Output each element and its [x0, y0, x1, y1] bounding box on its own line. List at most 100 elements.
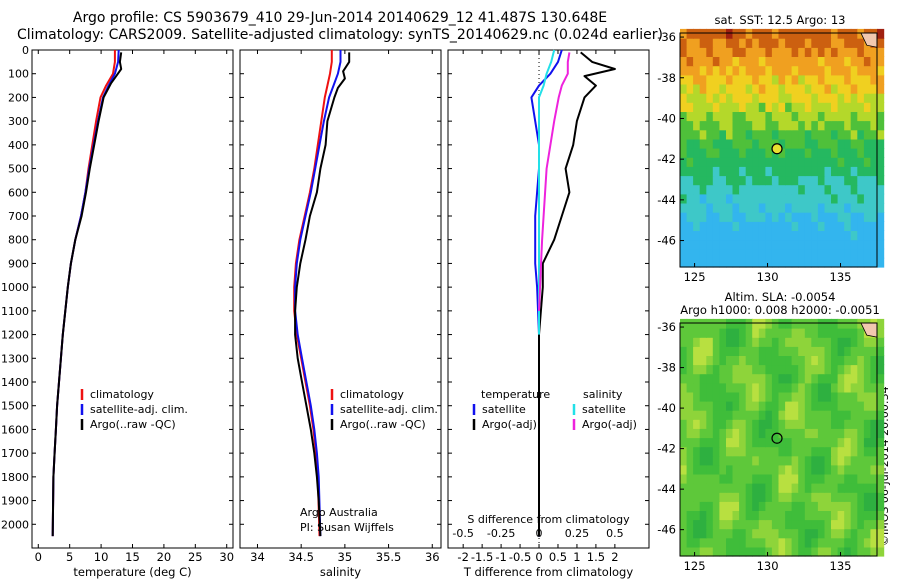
sst_map-cell — [726, 212, 734, 222]
sst_map-cell — [817, 193, 826, 204]
sla_map-cell — [837, 437, 845, 448]
sst_map-cell — [745, 74, 753, 85]
sst_map-cell — [686, 47, 694, 57]
sla_map-cell — [726, 483, 734, 493]
sla_map-cell — [811, 382, 819, 393]
sla_map-cell — [686, 337, 694, 347]
sst_map-cell — [863, 129, 872, 140]
sst_map-cell — [706, 184, 714, 195]
sst_map-cell — [791, 111, 799, 122]
sst_map-cell — [771, 239, 780, 250]
sst_map-cell — [680, 93, 688, 103]
sst_map-cell — [693, 120, 701, 131]
sla_map-cell — [824, 328, 832, 338]
sst_map-cell — [785, 47, 793, 57]
sst_map-cell — [804, 47, 812, 57]
sla_map-cell — [824, 373, 832, 384]
sla_map-cell — [726, 473, 734, 484]
sla_map-cell — [686, 483, 694, 493]
sla_map-cell — [752, 546, 760, 557]
sla_map-cell — [752, 537, 760, 548]
sla_map-cell — [804, 455, 812, 466]
sla_map-cell — [811, 537, 819, 548]
sst_map-cell — [745, 193, 753, 204]
sst_map-cell — [785, 184, 793, 195]
sla_map-cell — [732, 419, 740, 429]
sla_map-cell — [791, 537, 799, 548]
sla_map-cell — [817, 510, 826, 521]
sst_map-cell — [857, 129, 865, 140]
sla_map-cell — [817, 464, 826, 475]
sla_map-cell — [699, 483, 707, 493]
sla_map-cell — [732, 537, 740, 548]
sst_map-cell — [811, 120, 819, 131]
sst_map-cell — [817, 148, 826, 158]
sst_map-cell — [680, 248, 688, 259]
sst_map-cell — [739, 38, 747, 48]
sst_map-cell — [771, 212, 780, 222]
sla_map-cell — [824, 391, 832, 402]
sst_map-cell — [817, 230, 826, 241]
sla_map-cell — [719, 528, 727, 539]
sla_map-cell — [745, 501, 753, 511]
sst_map-cell — [726, 111, 734, 122]
sst_map-cell — [765, 47, 773, 57]
sla_map-cell — [837, 501, 845, 511]
sla_map-cell — [837, 401, 845, 411]
sla_map-cell — [693, 510, 701, 521]
temperature-series-satellite — [51, 49, 120, 537]
sla_map-cell — [693, 446, 701, 457]
sla_map-cell — [798, 546, 806, 557]
sla_map-cell — [791, 519, 799, 530]
sla_map-cell — [785, 519, 793, 530]
sst_map-cell — [732, 184, 740, 195]
sst_map-cell — [686, 212, 694, 222]
sla_map-cell — [771, 483, 780, 493]
sla_map-cell — [732, 391, 740, 402]
sla_map-cell — [804, 428, 812, 439]
sla_map-cell — [712, 528, 720, 539]
sla_map-cell — [739, 401, 747, 411]
sla_map-cell — [680, 355, 688, 366]
sst_map-cell — [712, 111, 720, 122]
sla_map-cell — [857, 391, 865, 402]
sla_map-cell — [771, 410, 780, 420]
sla_map-cell — [771, 455, 780, 466]
sla_map-cell — [817, 364, 826, 375]
difference-xtick-label: 1 — [573, 550, 580, 564]
sst_map-cell — [699, 74, 707, 85]
sla_map-cell — [863, 537, 872, 548]
sst_map-cell — [817, 93, 826, 103]
sla_map-cell — [686, 510, 694, 521]
sst_map-cell — [877, 202, 885, 213]
sla_map-cell — [817, 528, 826, 539]
sla_map-cell — [765, 455, 773, 466]
sst_map-cell — [732, 120, 740, 131]
sst_map-cell — [726, 138, 734, 149]
sla_map-cell — [726, 328, 734, 338]
sst_map-cell — [837, 230, 845, 241]
sst_map-cell — [857, 175, 865, 186]
sst_map-cell — [824, 74, 832, 85]
sst_map-cell — [745, 175, 753, 186]
sla_map-cell — [739, 382, 747, 393]
sla_map-cell — [771, 510, 780, 521]
sla_map-cell — [680, 419, 688, 429]
sst_map-cell — [857, 221, 865, 231]
sst_map-cell — [778, 38, 786, 48]
sst_map-cell — [850, 148, 858, 158]
sst_map-cell — [811, 111, 819, 122]
sst_map-cell — [699, 230, 707, 241]
sla_map-cell — [798, 364, 806, 375]
sst_map-cell — [732, 38, 740, 48]
sst_map-cell — [791, 129, 799, 140]
sla_map-cell — [758, 437, 766, 448]
sst_map-cell — [719, 83, 727, 94]
sst_map-cell — [811, 56, 819, 67]
sst_map-cell — [686, 148, 694, 158]
sla_map-cell — [712, 355, 720, 366]
sst_map-cell — [785, 202, 793, 213]
sst_map-cell — [693, 28, 701, 39]
sla_map-cell — [778, 537, 786, 548]
sst_map-cell — [732, 102, 740, 112]
